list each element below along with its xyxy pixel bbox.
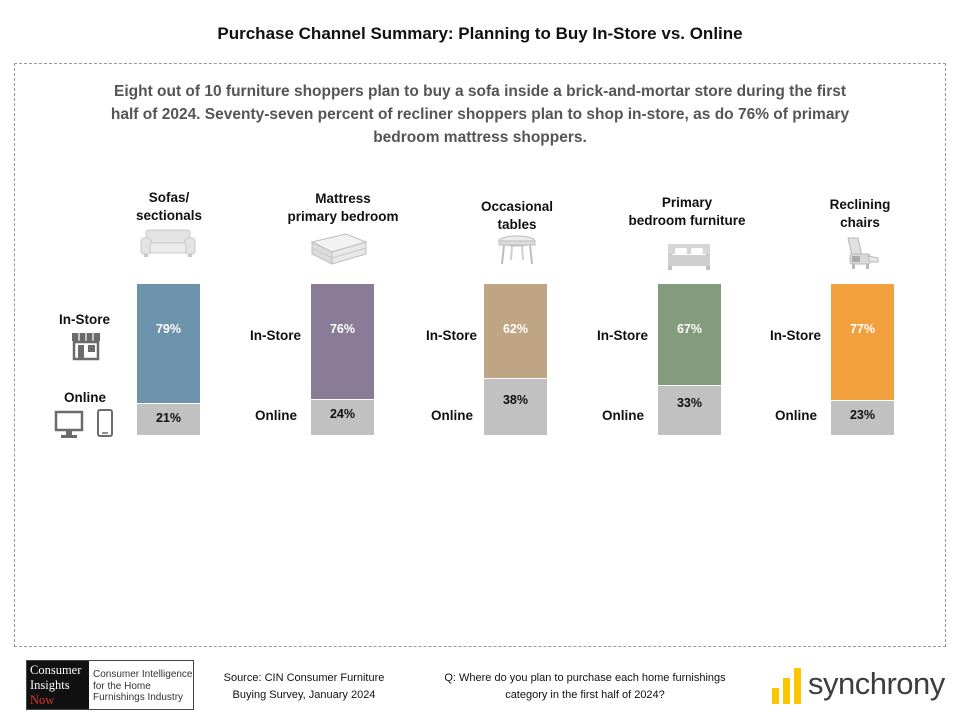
category-label-line: tables bbox=[497, 217, 537, 232]
online-label: Online bbox=[775, 408, 818, 423]
recliner-icon bbox=[847, 237, 879, 269]
category-label-recliners: Reclining chairs bbox=[780, 196, 940, 232]
instore-label: In-Store bbox=[426, 328, 478, 343]
bar-instore bbox=[484, 284, 547, 378]
category-label-bedroom: Primary bedroom furniture bbox=[607, 194, 767, 230]
category-label-sofas: Sofas/ sectionals bbox=[89, 189, 249, 225]
logo-line: Consumer bbox=[30, 663, 82, 677]
desktop-icon bbox=[54, 410, 84, 438]
chart-frame bbox=[14, 63, 946, 647]
value-label-instore: 77% bbox=[849, 322, 876, 336]
bar-instore bbox=[658, 284, 721, 385]
value-label-online: 38% bbox=[502, 392, 529, 407]
instore-label: In-Store bbox=[59, 312, 111, 327]
logo-line: Now bbox=[30, 693, 55, 707]
mattress-icon bbox=[310, 233, 368, 265]
summary-text: Eight out of 10 furniture shoppers plan … bbox=[110, 83, 850, 146]
bar-instore bbox=[137, 284, 200, 403]
category-label-line: Primary bbox=[661, 195, 713, 210]
logo-tagline: Consumer Intelligence for the Home Furni… bbox=[93, 669, 193, 703]
bed-icon bbox=[668, 244, 710, 270]
category-label-line: Reclining bbox=[829, 197, 891, 212]
brand-name: synchrony bbox=[808, 666, 945, 701]
online-label: Online bbox=[255, 408, 298, 423]
page-title: Purchase Channel Summary: Planning to Bu… bbox=[217, 24, 743, 43]
category-label-line: Occasional bbox=[480, 199, 554, 214]
bar-instore bbox=[831, 284, 894, 400]
bar-online bbox=[137, 403, 200, 435]
survey-question: Q: Where do you plan to purchase each ho… bbox=[444, 672, 726, 701]
instore-label: In-Store bbox=[770, 328, 822, 343]
synchrony-logo: synchrony bbox=[770, 664, 950, 708]
value-label-online: 33% bbox=[676, 396, 703, 410]
instore-label: In-Store bbox=[597, 328, 649, 343]
category-label-line: Sofas/ bbox=[148, 190, 190, 205]
instore-label: In-Store bbox=[250, 328, 302, 343]
category-label-line: chairs bbox=[840, 215, 880, 230]
synchrony-mark-icon bbox=[772, 668, 801, 704]
value-label-online: 24% bbox=[329, 407, 356, 421]
bar-online bbox=[831, 400, 894, 435]
bar-online bbox=[311, 399, 374, 435]
category-label-line: primary bedroom bbox=[287, 209, 399, 224]
storefront-icon bbox=[72, 333, 100, 361]
value-label-instore: 67% bbox=[676, 322, 703, 336]
value-label-instore: 76% bbox=[329, 322, 356, 336]
category-label-line: sectionals bbox=[135, 208, 203, 223]
value-label-online: 21% bbox=[155, 411, 182, 425]
bar-online bbox=[484, 378, 547, 435]
source-note: Source: CIN Consumer Furniture Buying Su… bbox=[223, 672, 385, 701]
category-label-line: Mattress bbox=[315, 191, 371, 206]
table-icon bbox=[498, 235, 536, 265]
mobile-phone-icon bbox=[97, 409, 113, 437]
online-label: Online bbox=[431, 408, 474, 423]
category-label-line: bedroom furniture bbox=[628, 213, 746, 228]
sofa-icon bbox=[140, 229, 196, 257]
online-label: Online bbox=[602, 408, 645, 423]
category-label-mattress: Mattress primary bedroom bbox=[263, 190, 423, 226]
category-label-tables: Occasional tables bbox=[437, 198, 597, 234]
value-label-online: 23% bbox=[849, 408, 876, 422]
logo-line: Insights bbox=[30, 678, 70, 692]
online-label: Online bbox=[64, 390, 107, 405]
value-label-instore: 62% bbox=[502, 322, 529, 336]
bar-instore bbox=[311, 284, 374, 399]
bar-online bbox=[658, 385, 721, 435]
cin-logo: Consumer Insights Now Consumer Intellige… bbox=[26, 660, 194, 710]
value-label-instore: 79% bbox=[155, 322, 182, 336]
